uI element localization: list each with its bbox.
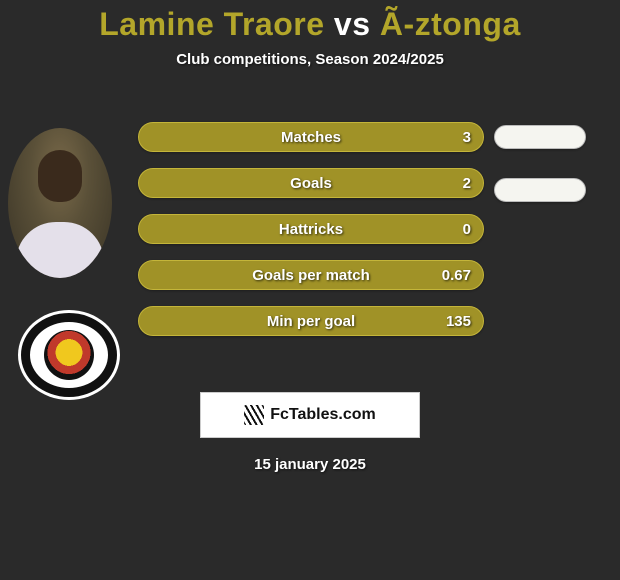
player-avatar	[8, 128, 112, 278]
stat-label: Min per goal	[139, 313, 483, 330]
stat-value-a: 135	[446, 313, 471, 330]
club-badge: 1923	[18, 310, 120, 400]
stat-bar: Goals2	[138, 168, 484, 198]
left-player-column: 1923	[8, 128, 116, 400]
player-a-name: Lamine Traore	[99, 6, 324, 42]
stat-label: Goals	[139, 175, 483, 192]
stat-value-a: 3	[463, 129, 471, 146]
date-text: 15 january 2025	[0, 456, 620, 473]
player-b-name: Ã-ztonga	[380, 6, 521, 42]
stat-pill-b	[494, 178, 586, 202]
stat-bar: Goals per match0.67	[138, 260, 484, 290]
stat-pill-b	[494, 125, 586, 149]
stat-bar: Min per goal135	[138, 306, 484, 336]
brand-text: FcTables.com	[270, 406, 376, 424]
stat-value-a: 2	[463, 175, 471, 192]
brand-logo-icon	[244, 405, 264, 425]
stat-label: Hattricks	[139, 221, 483, 238]
vs-text: vs	[334, 6, 371, 42]
page-title: Lamine Traore vs Ã-ztonga	[0, 0, 620, 43]
stat-label: Goals per match	[139, 267, 483, 284]
stat-bar: Matches3	[138, 122, 484, 152]
brand-badge[interactable]: FcTables.com	[200, 392, 420, 438]
stat-value-a: 0.67	[442, 267, 471, 284]
subtitle: Club competitions, Season 2024/2025	[0, 51, 620, 68]
stats-bars: Matches3Goals2Hattricks0Goals per match0…	[138, 122, 484, 352]
stat-bar: Hattricks0	[138, 214, 484, 244]
stat-value-a: 0	[463, 221, 471, 238]
stat-label: Matches	[139, 129, 483, 146]
